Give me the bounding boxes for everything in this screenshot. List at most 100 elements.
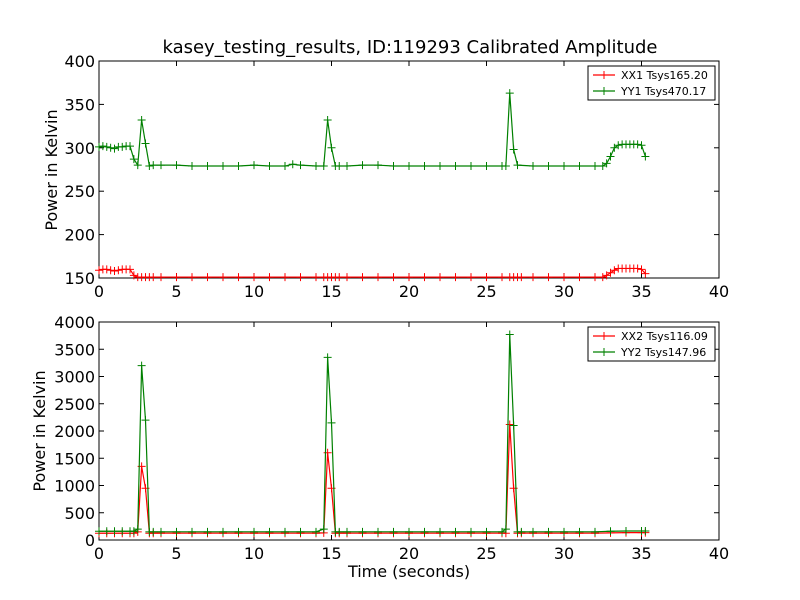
top-series-1-point xyxy=(451,162,460,171)
bottom-x-tick-label: 0 xyxy=(94,544,104,563)
bottom-series-1-point xyxy=(606,527,615,536)
top-series-1-point xyxy=(633,140,642,149)
top-series-1-point xyxy=(281,162,289,171)
top-series-0-point xyxy=(467,273,475,282)
bottom-series-1-point xyxy=(467,527,475,536)
bottom-y-tick-label: 1500 xyxy=(54,449,95,468)
bottom-x-tick-label: 10 xyxy=(244,544,264,563)
top-series-1-point xyxy=(106,143,115,152)
bottom-series-1-point xyxy=(451,527,460,536)
top-series-1-point xyxy=(420,162,429,171)
top-series-1-point xyxy=(234,162,243,171)
top-series-1-point xyxy=(544,162,553,171)
bottom-x-tick-label: 20 xyxy=(399,544,419,563)
top-series-0-point xyxy=(114,266,123,275)
top-series-1-point xyxy=(137,116,146,125)
top-series-0-point xyxy=(149,273,158,282)
bottom-series-1-point xyxy=(389,527,398,536)
top-x-tick-label: 0 xyxy=(94,282,104,301)
top-series-0-point xyxy=(110,267,119,276)
top-series-0-point xyxy=(335,273,344,282)
bottom-y-tick-label: 500 xyxy=(64,504,95,523)
top-x-tick-label: 40 xyxy=(709,282,729,301)
top-series-1-point xyxy=(149,161,158,170)
top-series-0-point xyxy=(157,273,165,282)
top-legend: XX1 Tsys165.20 YY1 Tsys470.17 xyxy=(587,65,716,101)
bottom-legend-marker xyxy=(600,332,608,340)
top-series-1-point xyxy=(327,143,336,152)
bottom-series-1-point xyxy=(374,527,382,536)
top-y-tick-label: 350 xyxy=(64,95,95,114)
top-series-1-point xyxy=(323,116,332,125)
top-series-1-point xyxy=(343,162,351,171)
top-series-1-point xyxy=(614,141,623,150)
top-legend-marker xyxy=(600,87,608,95)
bottom-series-1-point xyxy=(343,527,351,536)
top-subplot: Power in Kelvin 0 5 10 15 20 25 30 35 40 150 200 25… xyxy=(42,52,729,301)
top-y-axis-label: Power in Kelvin xyxy=(42,109,61,230)
top-series-0-point xyxy=(544,273,553,282)
bottom-series-1-point xyxy=(95,527,103,536)
top-legend-box xyxy=(587,65,716,101)
top-series-0-point xyxy=(129,271,138,280)
bottom-series-1-point xyxy=(149,527,158,536)
bottom-y-tick-label: 4000 xyxy=(54,313,95,332)
top-series-0-point xyxy=(343,273,351,282)
top-series-0-point xyxy=(633,264,642,273)
bottom-series-1-point xyxy=(312,527,320,536)
bottom-y-tick-label: 3500 xyxy=(54,340,95,359)
top-series-1-point xyxy=(157,161,165,170)
bottom-series-1-point xyxy=(118,527,127,536)
bottom-legend-label: XX2 Tsys116.09 xyxy=(621,330,708,343)
top-x-tick-label: 20 xyxy=(399,282,419,301)
bottom-x-tick-label: 30 xyxy=(554,544,574,563)
top-series-1-point xyxy=(358,161,367,170)
bottom-series-1-point xyxy=(529,527,537,536)
top-series-1-point xyxy=(110,144,119,153)
bottom-series-1-point xyxy=(188,527,196,536)
top-y-tick-label: 150 xyxy=(64,269,95,288)
bottom-y-axis-label: Power in Kelvin xyxy=(30,370,49,491)
top-x-tick-label: 10 xyxy=(244,282,264,301)
top-legend-marker xyxy=(600,71,608,79)
top-series-1-point xyxy=(335,162,344,171)
top-series-0-point xyxy=(436,273,444,282)
top-series-1-point xyxy=(509,145,518,154)
bottom-series-1-point xyxy=(405,527,413,536)
bottom-series-1-point xyxy=(172,527,181,536)
top-series-0-point xyxy=(374,273,382,282)
top-series-1-point xyxy=(312,162,320,171)
top-series-0-point xyxy=(637,265,646,274)
top-series-1-point xyxy=(560,162,568,171)
top-y-tick-label: 250 xyxy=(64,182,95,201)
top-series-1-point xyxy=(250,161,258,170)
bottom-series-1-point xyxy=(102,527,111,536)
top-series-1-point xyxy=(319,162,328,171)
top-series-1-point xyxy=(141,139,150,148)
top-series-1-point xyxy=(591,162,599,171)
top-series-1-point xyxy=(265,162,274,171)
bottom-series-1-point xyxy=(281,527,289,536)
top-x-tick-label: 30 xyxy=(554,282,574,301)
top-series-0-point xyxy=(234,273,243,282)
bottom-x-tick-label: 40 xyxy=(709,544,729,563)
top-series-1-point xyxy=(126,142,134,151)
top-series-1-point xyxy=(575,162,584,171)
top-series-0-point xyxy=(106,266,115,275)
top-series-1-point xyxy=(102,142,111,151)
top-series-1-point xyxy=(505,89,514,98)
top-series-0-point xyxy=(529,273,537,282)
top-series-0-point xyxy=(188,273,196,282)
bottom-series-1-point xyxy=(157,527,165,536)
top-legend-label: YY1 Tsys470.17 xyxy=(620,85,706,98)
bottom-series-1-point xyxy=(622,527,630,536)
top-series-1-point xyxy=(188,162,196,171)
top-series-0-point xyxy=(389,273,398,282)
top-series-1-point xyxy=(288,160,297,169)
bottom-legend: XX2 Tsys116.09 YY2 Tsys147.96 xyxy=(587,326,716,362)
bottom-series-1-point xyxy=(575,527,584,536)
bottom-series-1-point xyxy=(133,525,142,534)
top-series-0-point xyxy=(312,273,320,282)
top-series-0-point xyxy=(405,273,413,282)
